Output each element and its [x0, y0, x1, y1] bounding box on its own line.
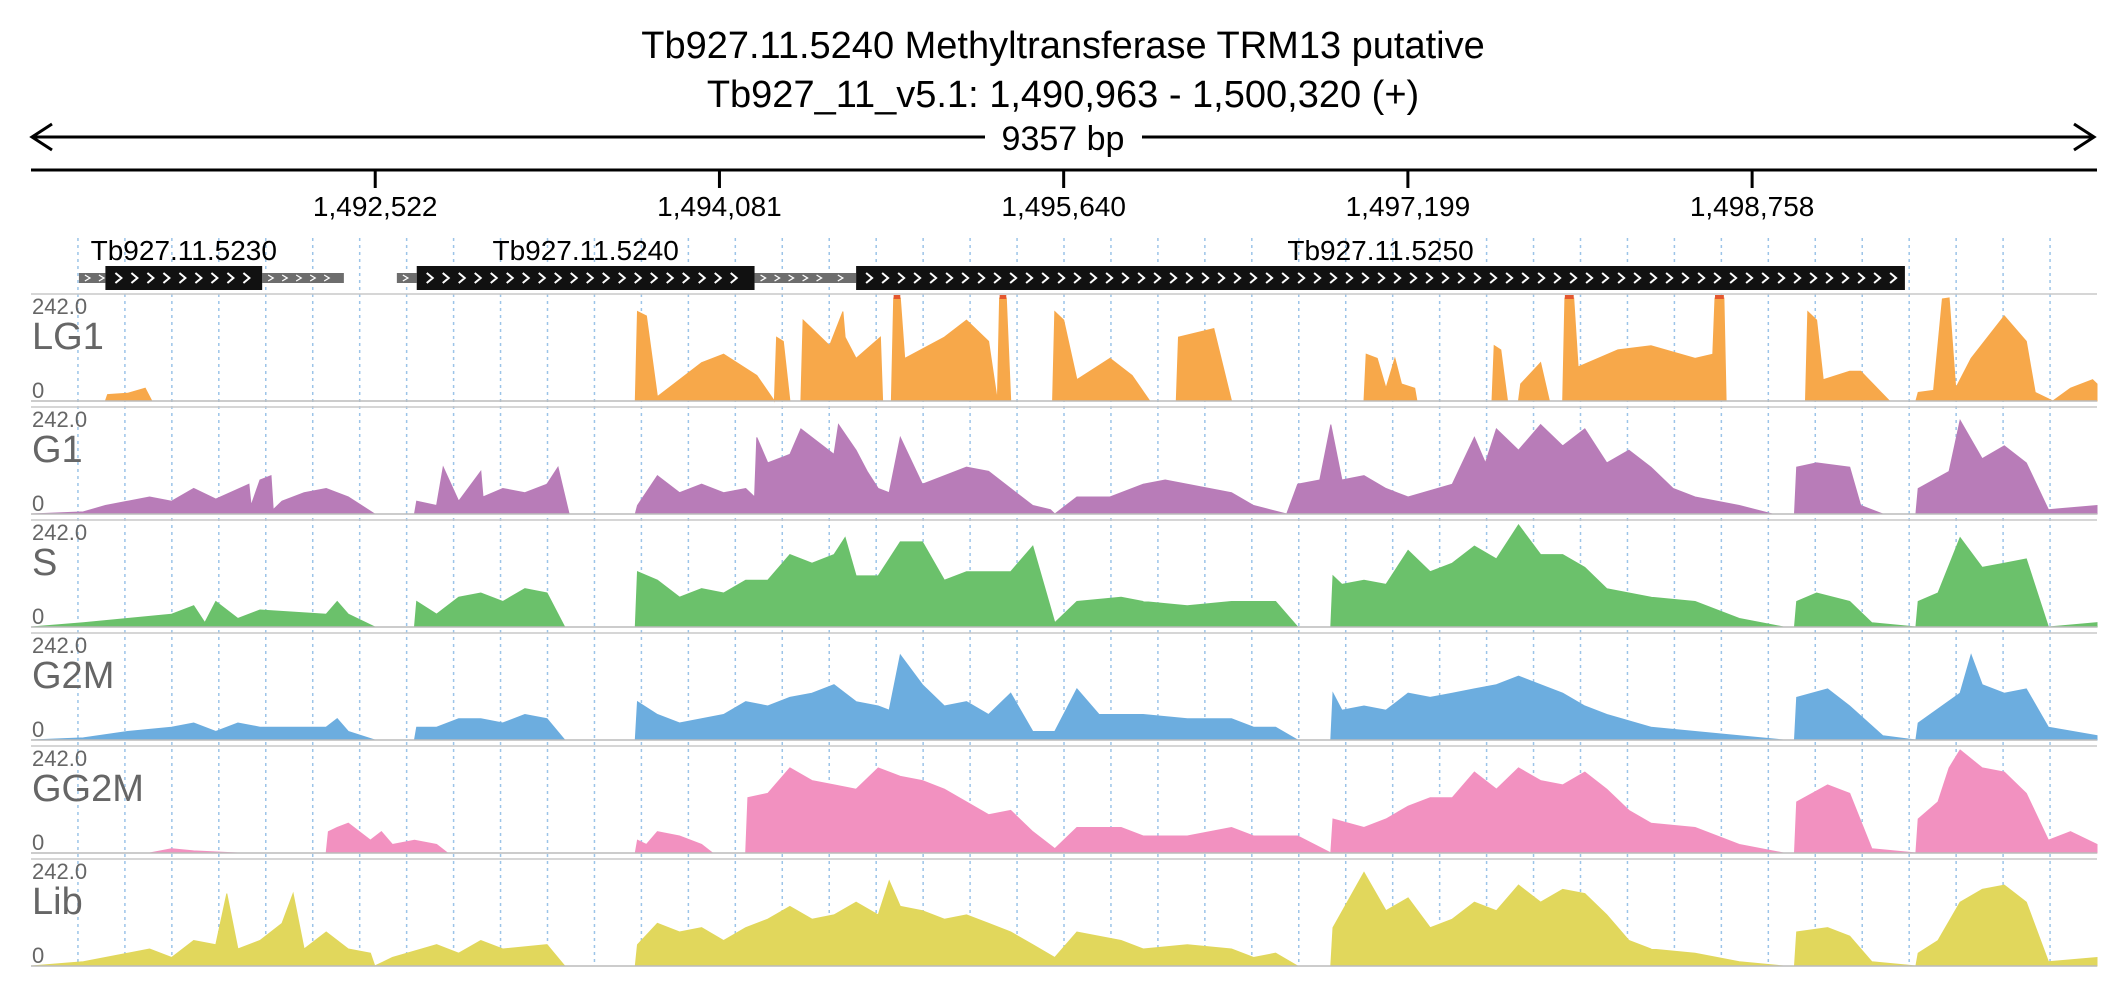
track-ymin-label: 0 — [32, 378, 44, 403]
tick-label: 1,495,640 — [1001, 191, 1126, 222]
strand-arrow-icon — [402, 274, 410, 282]
strand-arrow-icon — [426, 272, 739, 284]
gene-label: Tb927.11.5240 — [492, 235, 678, 266]
coverage-area — [30, 524, 2098, 628]
clip-indicator — [893, 295, 901, 299]
gene-model[interactable]: Tb927.11.5250 — [831, 235, 1905, 290]
coverage-area — [30, 653, 2098, 741]
track-s: 242.0S 0 — [30, 519, 2098, 629]
strand-arrow-icon — [760, 274, 823, 282]
tick-label: 1,494,081 — [657, 191, 782, 222]
coverage-area — [30, 871, 2098, 967]
gene-label: Tb927.11.5230 — [91, 235, 277, 266]
strand-arrow-icon — [84, 274, 106, 282]
track-ymin-label: 0 — [32, 830, 44, 855]
gene-model[interactable]: Tb927.11.5240 — [396, 235, 835, 290]
cds-block — [105, 266, 263, 290]
clip-indicator — [1715, 295, 1724, 299]
track-ymax-label: 242.0 — [32, 746, 87, 771]
track-name: G1 — [32, 429, 83, 471]
strand-arrow-icon — [837, 274, 845, 282]
track-ymax-label: 242.0 — [32, 859, 87, 884]
track-name: S — [32, 542, 57, 584]
tick-label: 1,492,522 — [313, 191, 438, 222]
strand-arrow-icon — [865, 272, 1898, 284]
track-g1: 242.0G1 0 — [30, 406, 2098, 516]
cds-block — [856, 266, 1905, 290]
locus-title: Tb927_11_v5.1: 1,490,963 - 1,500,320 (+) — [707, 74, 1419, 116]
span-label: 9357 bp — [1002, 120, 1125, 158]
track-name: G2M — [32, 655, 114, 697]
gene-title: Tb927.11.5240 Methyltransferase TRM13 pu… — [641, 25, 1485, 67]
track-ymin-label: 0 — [32, 491, 44, 516]
strand-arrow-icon — [267, 274, 331, 282]
track-name: LG1 — [32, 316, 104, 358]
track-name: GG2M — [32, 768, 144, 810]
gene-model[interactable]: Tb927.11.5230 — [78, 235, 344, 290]
track-ymax-label: 242.0 — [32, 294, 87, 319]
span-arrow-right-icon — [2073, 122, 2097, 152]
track-ymin-label: 0 — [32, 717, 44, 742]
tick-label: 1,498,758 — [1690, 191, 1815, 222]
span-arrow-left-icon — [29, 122, 53, 152]
clip-indicator — [999, 295, 1007, 299]
track-ymin-label: 0 — [32, 943, 44, 968]
coverage-area — [31, 297, 2098, 403]
gene-label: Tb927.11.5250 — [1287, 235, 1473, 266]
utr-block — [262, 273, 344, 283]
utr-block — [78, 273, 106, 283]
coverage-tracks: 242.0LG10242.0G10242.0S0242.0G2M0242.0GG… — [30, 293, 2098, 968]
span-indicator: 9357 bp — [29, 120, 2097, 158]
track-ymax-label: 242.0 — [32, 520, 87, 545]
strand-arrow-icon — [114, 272, 251, 284]
track-ymin-label: 0 — [32, 604, 44, 629]
track-ymax-label: 242.0 — [32, 633, 87, 658]
tick-label: 1,497,199 — [1346, 191, 1471, 222]
track-ymax-label: 242.0 — [32, 407, 87, 432]
clip-indicator — [1564, 295, 1574, 299]
track-name: Lib — [32, 881, 83, 923]
cds-block — [416, 266, 755, 290]
gene-track: Tb927.11.5230 Tb927.11.5240 Tb927.11.5250 — [78, 235, 1905, 290]
coverage-area — [31, 749, 2098, 854]
ruler-ticks: 1,492,522 1,494,081 1,495,640 1,497,199 1,49… — [313, 170, 1814, 222]
